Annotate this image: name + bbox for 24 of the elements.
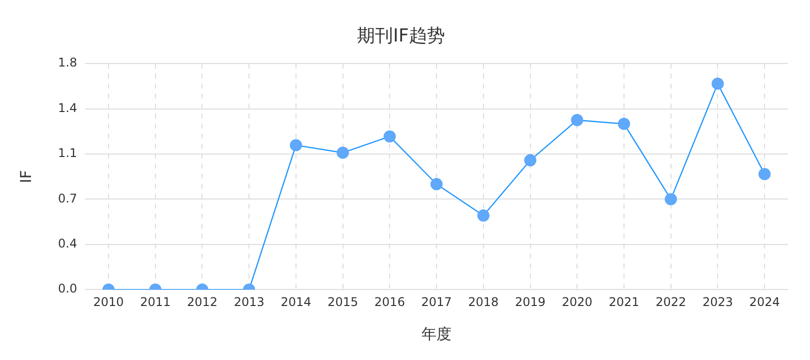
y-tick-label: 1.4	[58, 100, 78, 115]
x-axis-title: 年度	[422, 324, 452, 343]
chart-title: 期刊IF趋势	[357, 25, 445, 46]
x-tick-label: 2015	[328, 294, 358, 309]
y-tick-label: 0.7	[58, 191, 78, 206]
x-tick-label: 2021	[608, 294, 640, 309]
x-tick-label: 2018	[468, 294, 499, 309]
x-tick-label: 2011	[140, 294, 171, 309]
x-tick-label: 2019	[514, 294, 546, 309]
x-tick-label: 2014	[280, 294, 312, 309]
x-tick-label: 2013	[234, 294, 264, 309]
y-tick-label: 0.4	[58, 236, 78, 251]
x-tick-label: 2016	[374, 294, 405, 309]
y-tick-label: 1.1	[58, 146, 78, 160]
y-tick-label: 0.0	[58, 282, 78, 296]
y-tick-label: 1.8	[58, 56, 78, 70]
x-tick-label: 2023	[702, 294, 733, 309]
x-tick-label: 2017	[421, 294, 452, 309]
y-axis-title: IF	[16, 170, 35, 184]
x-tick-label: 2022	[656, 294, 686, 309]
x-tick-label: 2020	[562, 294, 592, 309]
x-tick-label: 2010	[93, 294, 124, 309]
x-tick-label: 2024	[749, 294, 780, 309]
x-tick-label: 2012	[186, 294, 218, 309]
